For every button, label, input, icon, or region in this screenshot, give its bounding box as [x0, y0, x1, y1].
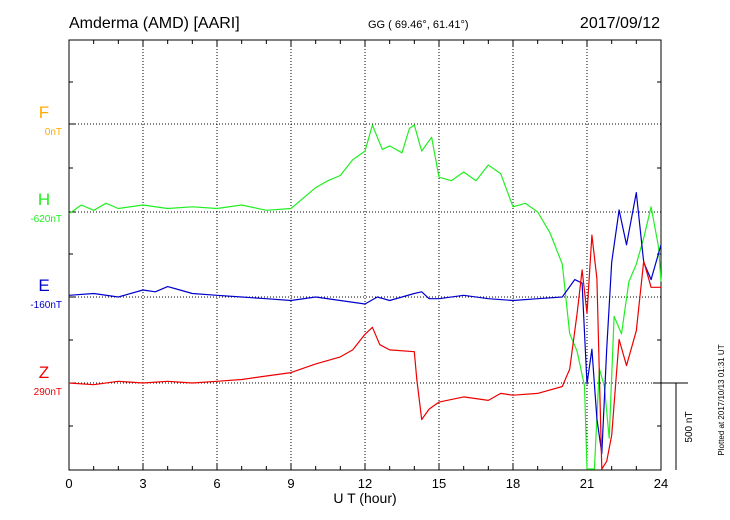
- scale-bar: 500 nT: [653, 382, 695, 470]
- series-h-label: H: [38, 190, 50, 209]
- station-title: Amderma (AMD) [AARI]: [69, 15, 240, 32]
- series-f-baseline-label: 0nT: [45, 127, 62, 138]
- series-e-line: [68, 192, 662, 455]
- x-tick-label: 12: [358, 476, 372, 491]
- x-tick-label: 0: [65, 476, 72, 491]
- x-tick-label: 21: [580, 476, 594, 491]
- x-tick-label: 9: [287, 476, 294, 491]
- chart-date: 2017/09/12: [580, 15, 660, 32]
- x-tick-label: 3: [139, 476, 146, 491]
- component-labels: F 0nT H -620nT E -160nT Z 290nT: [30, 103, 62, 398]
- grid-lines: [69, 40, 661, 470]
- plotted-timestamp: Plotted at 2017/10/13 01:31 UT: [717, 344, 726, 455]
- plot-frame: [68, 39, 662, 471]
- x-tick-label: 6: [213, 476, 220, 491]
- series-z-line: [68, 234, 661, 470]
- x-tick-label: 24: [654, 476, 668, 491]
- station-coordinates: GG ( 69.46°, 61.41°): [368, 19, 469, 31]
- x-axis-label: U T (hour): [333, 490, 396, 506]
- series-e-baseline-label: -160nT: [30, 300, 62, 311]
- series-h-baseline-label: -620nT: [30, 214, 62, 225]
- series-h-line: [68, 124, 662, 470]
- axis-ticks: 0 3 6 9 12 15 18 21 24: [65, 40, 668, 491]
- series-lines: [68, 124, 662, 470]
- series-e-label: E: [38, 276, 49, 295]
- series-f-label: F: [39, 103, 49, 122]
- x-tick-label: 15: [432, 476, 446, 491]
- series-z-label: Z: [39, 363, 49, 382]
- x-tick-label: 18: [506, 476, 520, 491]
- scale-bar-label: 500 nT: [684, 411, 695, 442]
- series-z-baseline-label: 290nT: [34, 387, 62, 398]
